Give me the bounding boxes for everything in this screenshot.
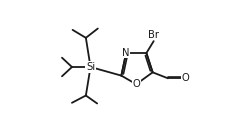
Text: Si: Si [86, 62, 95, 72]
Text: O: O [133, 79, 140, 89]
Text: O: O [182, 73, 190, 83]
Text: N: N [122, 48, 130, 58]
Text: Br: Br [148, 30, 159, 40]
